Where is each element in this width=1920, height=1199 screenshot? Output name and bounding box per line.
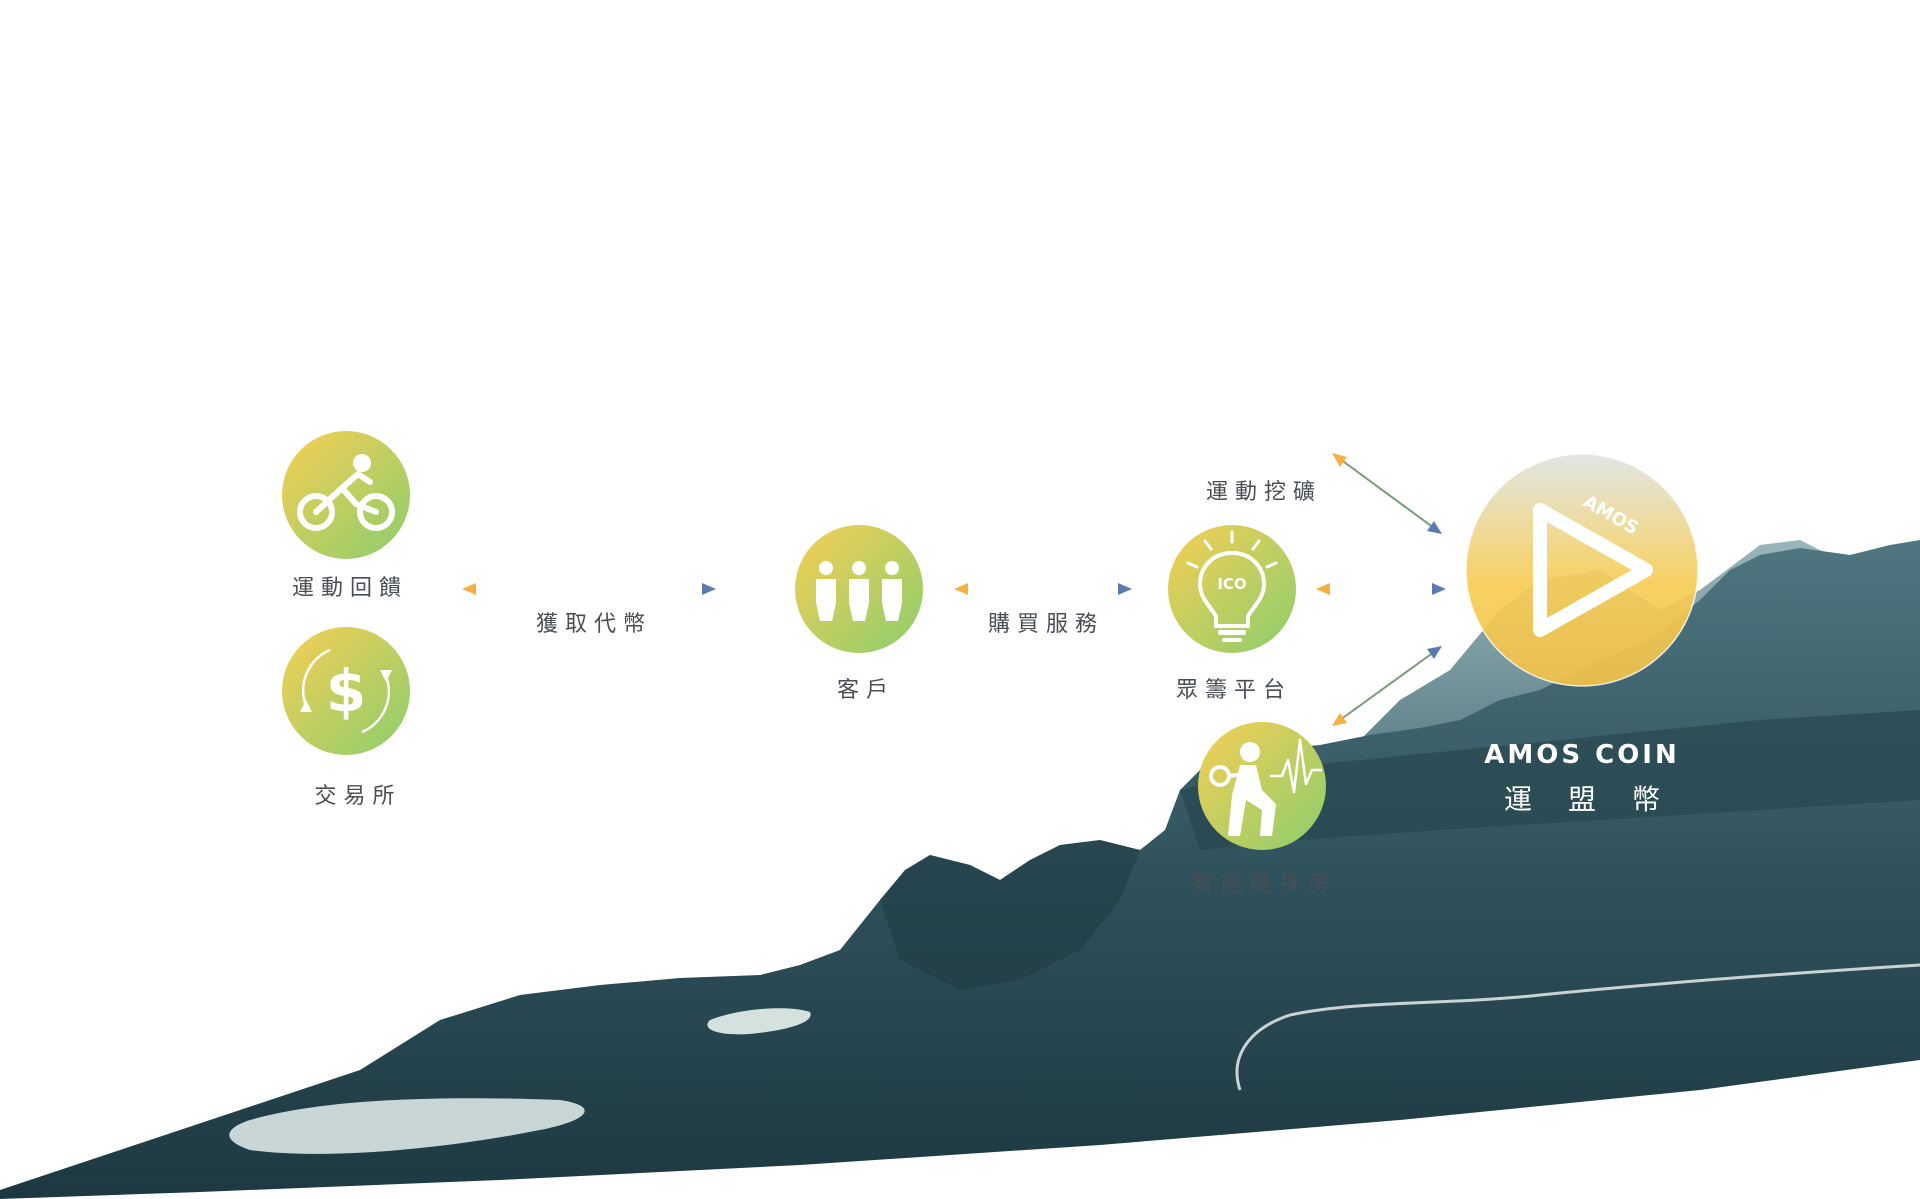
arrow-mining-coin <box>1332 453 1442 534</box>
brand-name-zh: 運盟幣 <box>1503 783 1697 816</box>
svg-text:ICO: ICO <box>1217 575 1246 593</box>
amos-coin[interactable]: AMOS <box>1465 453 1699 687</box>
people-icon <box>816 561 902 621</box>
arrow-gym-coin <box>1332 646 1442 726</box>
lake-left <box>229 1098 585 1154</box>
fitness-heartbeat-icon <box>1209 738 1322 836</box>
label-crowdfunding: 眾籌平台 <box>1175 678 1293 703</box>
arrow-crowdfunding-coin <box>1316 583 1446 595</box>
label-exchange: 交易所 <box>314 784 402 809</box>
brand-name-en: AMOS COIN <box>1484 740 1680 770</box>
label-customer: 客戶 <box>836 678 896 703</box>
node-sport-feedback[interactable] <box>282 431 410 559</box>
mountain-cliff-band <box>1180 710 1920 850</box>
lake-middle <box>707 1008 811 1035</box>
label-smart-gym: 智能健身房 <box>1191 872 1337 897</box>
arrow-feedback-customer <box>462 583 716 595</box>
label-buy-services: 購買服務 <box>987 612 1105 637</box>
mountain-ridge-shadow <box>880 840 1140 990</box>
dollar-exchange-icon: $ <box>300 648 392 734</box>
arrow-customer-crowdfunding <box>954 583 1132 595</box>
node-exchange[interactable]: $ <box>282 627 410 755</box>
arrows <box>462 453 1446 726</box>
winding-road <box>1235 963 1920 1091</box>
ico-lightbulb-icon: ICO <box>1186 530 1278 642</box>
svg-text:$: $ <box>326 657 366 725</box>
node-crowdfunding[interactable]: ICO <box>1168 525 1296 653</box>
cyclist-icon <box>297 454 395 531</box>
label-get-tokens: 獲取代幣 <box>535 612 653 637</box>
label-sport-mining: 運動挖礦 <box>1205 480 1323 505</box>
label-sport-feedback: 運動回饋 <box>291 576 409 601</box>
mountain-landscape <box>0 540 1920 1199</box>
node-customer[interactable] <box>795 525 923 653</box>
node-smart-gym[interactable] <box>1198 722 1326 850</box>
